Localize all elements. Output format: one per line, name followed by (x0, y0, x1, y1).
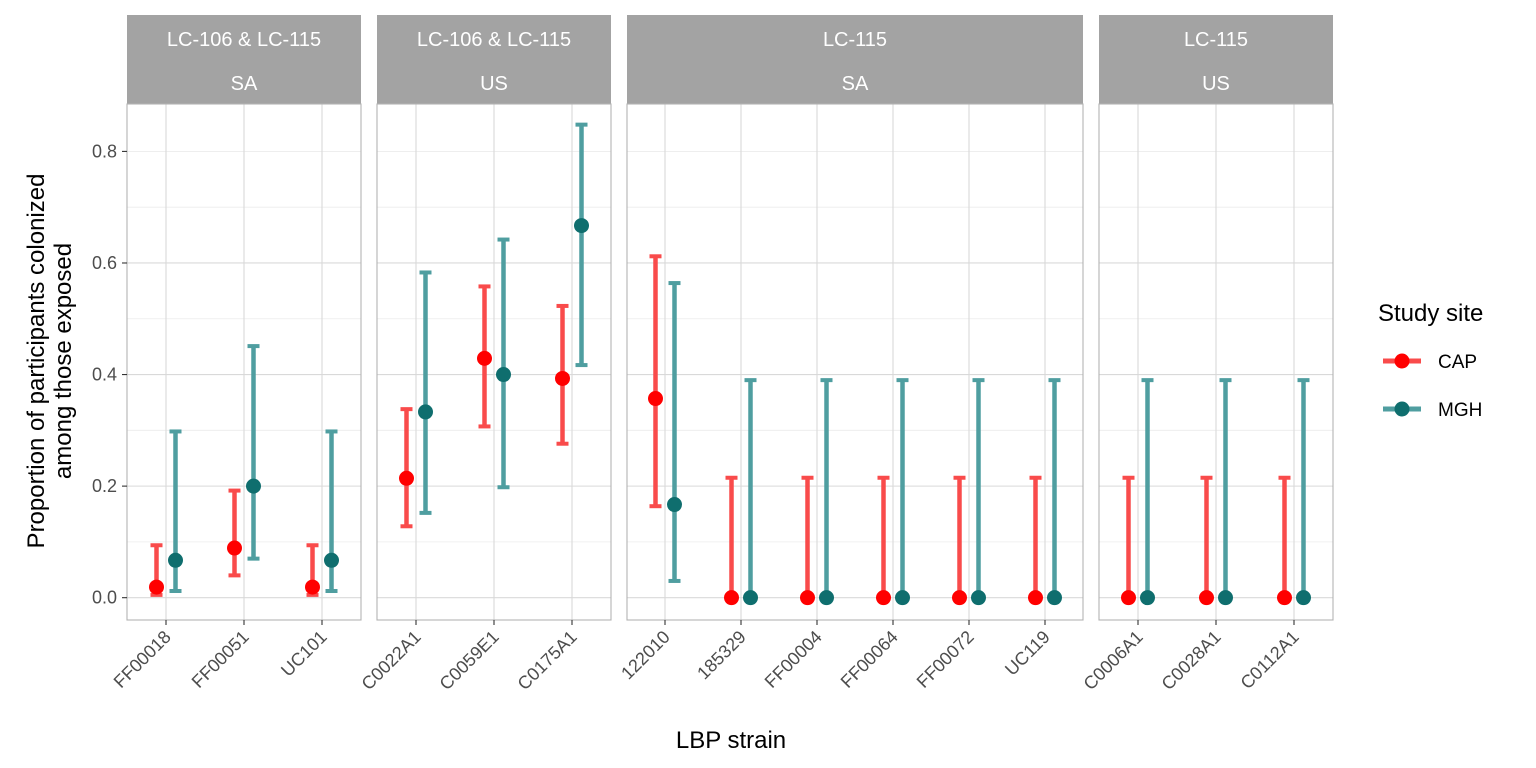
data-point (1121, 590, 1136, 606)
facet-strip (627, 15, 1083, 104)
data-point (895, 590, 910, 606)
data-point (305, 579, 320, 595)
facet-strip (127, 15, 361, 104)
data-point (149, 579, 164, 595)
data-point (227, 540, 242, 556)
legend-key-point (1394, 353, 1410, 369)
facet-strip-line2: US (480, 73, 508, 95)
data-point (819, 590, 834, 606)
data-point (952, 590, 967, 606)
data-point (1047, 590, 1062, 606)
facet-strip-line1: LC-106 & LC-115 (167, 29, 321, 51)
x-tick-label: C0059E1 (436, 627, 503, 694)
data-point (743, 590, 758, 606)
facet-strip-line1: LC-106 & LC-115 (417, 29, 571, 51)
legend-key-point (1394, 401, 1410, 417)
facet-panel: LC-106 & LC-115 SA FF00018 FF00051 UC101 (110, 15, 362, 692)
data-point (1199, 590, 1214, 606)
x-tick-label: FF00072 (913, 627, 978, 692)
data-point (496, 367, 511, 383)
y-tick-label: 0.0 (92, 588, 117, 608)
facet-strip-line2: US (1202, 73, 1230, 95)
legend-label: MGH (1438, 400, 1482, 421)
x-tick-label: FF00051 (188, 627, 253, 692)
x-tick-label: C0028A1 (1158, 627, 1225, 694)
data-point (648, 391, 663, 407)
data-point (324, 552, 339, 568)
y-tick-label: 0.8 (92, 141, 117, 161)
facet-strip-line1: LC-115 (1184, 29, 1248, 51)
x-tick-label: C0175A1 (514, 627, 581, 694)
data-point (1277, 590, 1292, 606)
facet-panel: LC-115 US C0006A1 C0028A1 C0112A1 (1080, 15, 1334, 694)
facet-panel: LC-115 SA 122010 185329 FF00004 FF00064 FF0007… (617, 15, 1084, 692)
x-tick-label: FF00064 (837, 627, 902, 692)
data-point (724, 590, 739, 606)
x-tick-label: 122010 (617, 627, 674, 684)
data-point (418, 404, 433, 420)
y-tick-label: 0.4 (92, 365, 117, 385)
data-point (1140, 590, 1155, 606)
panel-border (626, 103, 1084, 621)
data-point (1028, 590, 1043, 606)
y-tick-label: 0.2 (92, 476, 117, 496)
legend: Study site CAP MGH (1378, 300, 1483, 421)
x-tick-label: 185329 (693, 627, 750, 684)
x-axis-title: LBP strain (676, 727, 786, 754)
x-tick-label: UC119 (1001, 627, 1054, 680)
facet-strip-line2: SA (231, 73, 258, 95)
x-tick-label: C0022A1 (358, 627, 425, 694)
data-point (555, 370, 570, 386)
facet-strip (377, 15, 611, 104)
legend-label: CAP (1438, 352, 1477, 373)
data-point (477, 350, 492, 366)
data-point (971, 590, 986, 606)
data-point (574, 218, 589, 234)
facet-strip-line2: SA (842, 73, 869, 95)
data-point (876, 590, 891, 606)
facet-strip-line1: LC-115 (823, 29, 887, 51)
y-axis-title-line2: among those exposed (50, 243, 77, 479)
data-point (800, 590, 815, 606)
data-point (1218, 590, 1233, 606)
data-point (1296, 590, 1311, 606)
data-point (246, 478, 261, 494)
facet-strip (1099, 15, 1333, 104)
y-tick-label: 0.6 (92, 253, 117, 273)
y-axis: 0.0 0.2 0.4 0.6 0.8 (92, 141, 127, 608)
data-point (667, 497, 682, 513)
y-axis-title-line1: Proportion of participants colonized (23, 174, 50, 549)
facet-panel: LC-106 & LC-115 US C0022A1 C0059E1 C0175A1 (358, 15, 612, 694)
x-tick-label: FF00018 (110, 627, 175, 692)
y-axis-title: Proportion of participants colonized (23, 174, 50, 549)
data-point (399, 470, 414, 486)
data-point (168, 552, 183, 568)
x-tick-label: C0006A1 (1080, 627, 1147, 694)
x-tick-label: UC101 (277, 627, 331, 681)
x-tick-label: FF00004 (761, 627, 826, 692)
legend-title: Study site (1378, 300, 1483, 327)
x-tick-label: C0112A1 (1237, 627, 1303, 693)
